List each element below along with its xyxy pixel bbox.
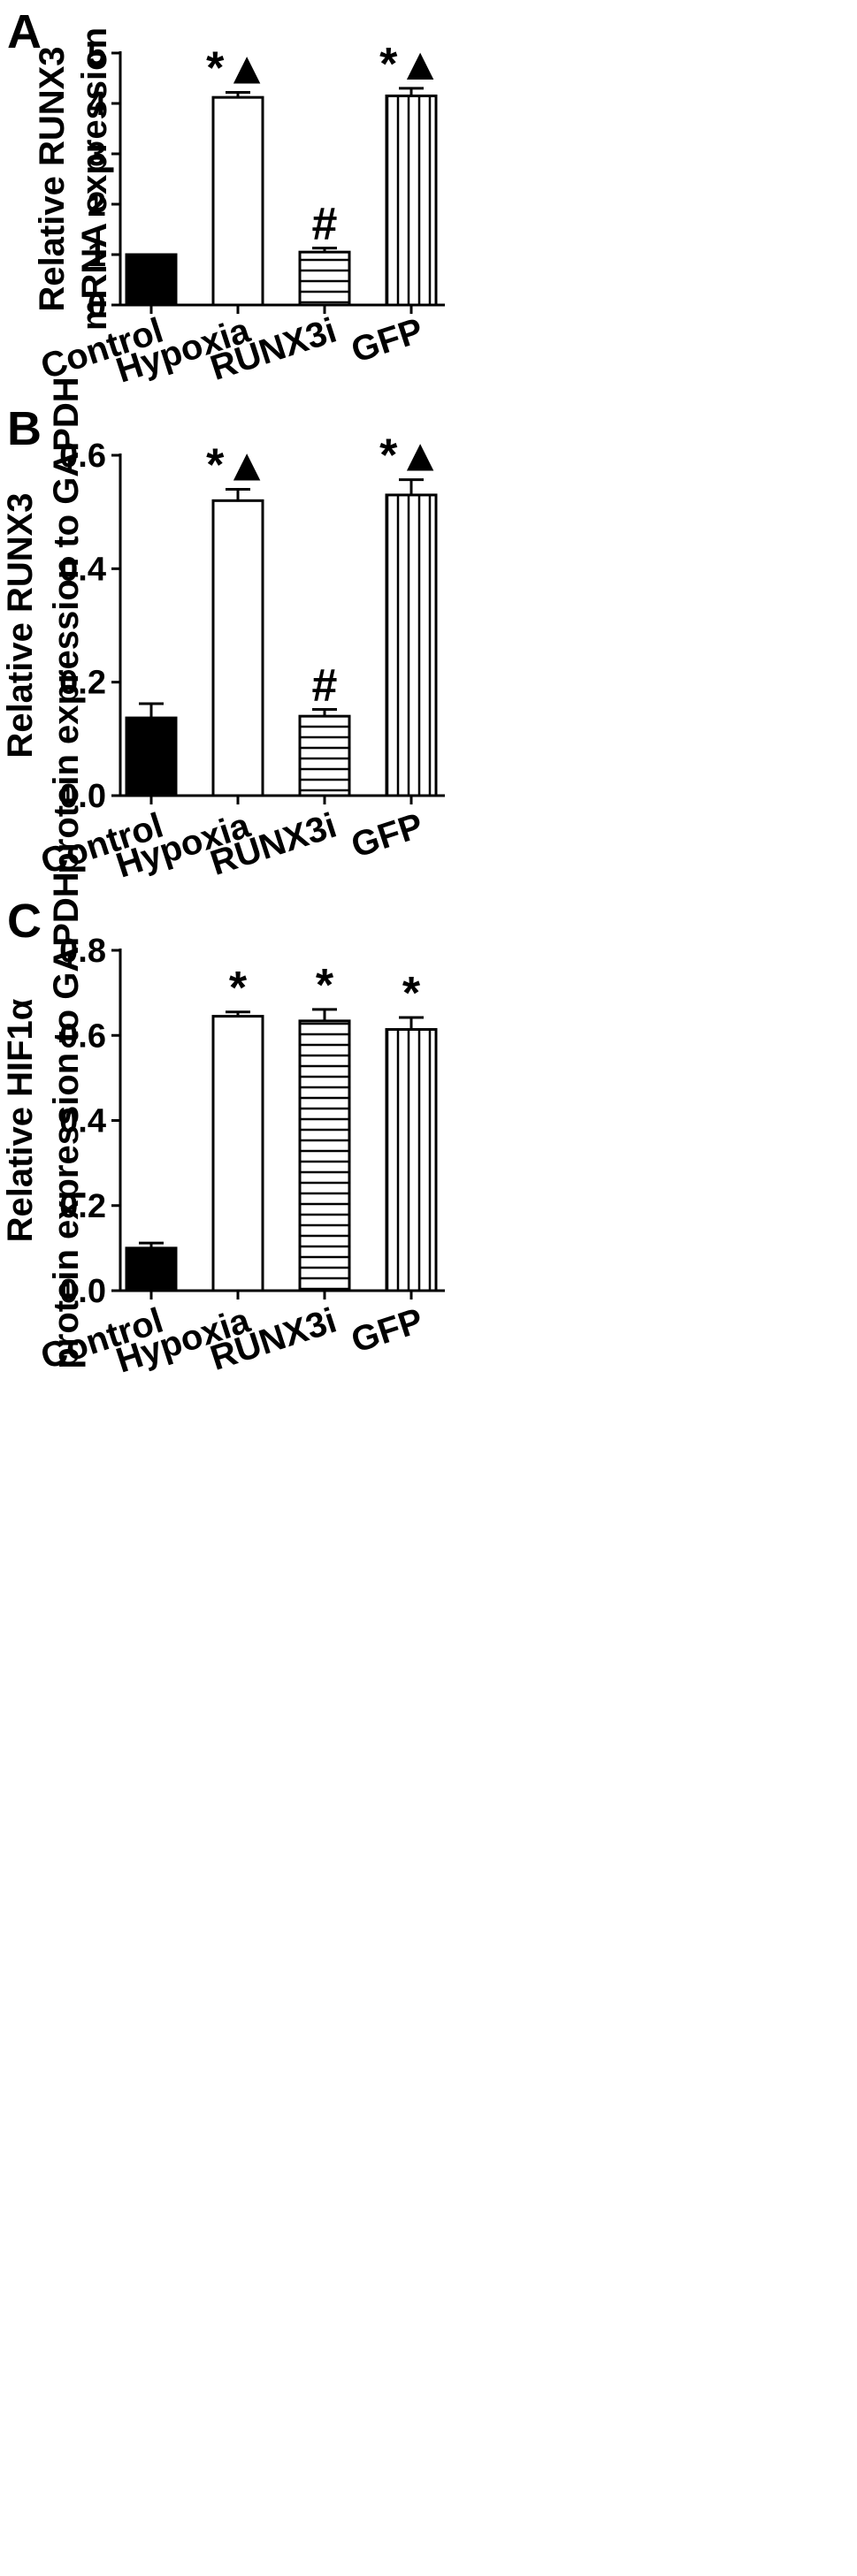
bar-gfp xyxy=(385,1028,438,1292)
x-category-label: GFP xyxy=(347,806,428,865)
bar-hypoxia xyxy=(211,95,264,307)
significance-annotation: *▲ xyxy=(379,431,443,482)
significance-annotation: *▲ xyxy=(206,42,270,94)
y-axis-title: Relative RUNX3 xyxy=(1,492,40,758)
panel-label: A xyxy=(7,5,42,58)
y-tick-label: 3 xyxy=(88,136,106,173)
x-category-label: GFP xyxy=(347,1301,428,1360)
bar-runx3i xyxy=(298,714,351,797)
significance-annotation: * xyxy=(402,968,421,1019)
bar-runx3i xyxy=(298,250,351,307)
bar-hypoxia xyxy=(211,499,264,797)
y-axis-title: Relative RUNX3 xyxy=(33,46,72,311)
y-axis-title: protein expression to GAPDH xyxy=(47,377,86,873)
bar-control xyxy=(125,1246,178,1292)
panel-label: C xyxy=(7,895,42,948)
y-tick-label: 0.0 xyxy=(59,778,106,815)
significance-annotation: # xyxy=(312,199,338,250)
y-axis-title: Relative HIF1α xyxy=(1,998,40,1242)
y-tick-label: 0.6 xyxy=(59,438,106,475)
y-tick-label: 0.2 xyxy=(59,1188,106,1225)
y-tick-label: 0.0 xyxy=(59,1273,106,1310)
significance-annotation: *▲ xyxy=(379,39,443,90)
x-category-label: GFP xyxy=(347,311,428,370)
y-tick-label: 2 xyxy=(88,187,106,224)
y-tick-label: 0.2 xyxy=(59,665,106,702)
y-tick-label: 5 xyxy=(88,35,106,72)
significance-annotation: *▲ xyxy=(206,440,270,492)
y-tick-label: 0.4 xyxy=(59,1103,106,1140)
panel-label: B xyxy=(7,402,42,455)
bar-runx3i xyxy=(298,1019,351,1292)
y-axis-title: protein expression to GAPDH xyxy=(47,872,86,1368)
y-axis-title: mRNA expression xyxy=(75,27,114,331)
significance-annotation: # xyxy=(312,659,338,711)
y-tick-label: 4 xyxy=(88,86,106,123)
bar-control xyxy=(125,716,178,797)
y-tick-label: 0 xyxy=(88,287,106,324)
y-tick-label: 0.8 xyxy=(59,933,106,970)
bar-control xyxy=(125,253,178,307)
bar-gfp xyxy=(385,493,438,797)
y-tick-label: 1 xyxy=(88,237,106,274)
bar-gfp xyxy=(385,94,438,307)
bar-hypoxia xyxy=(211,1015,264,1292)
significance-annotation: * xyxy=(316,960,334,1011)
y-tick-label: 0.6 xyxy=(59,1017,106,1055)
y-tick-label: 0.4 xyxy=(59,551,106,588)
significance-annotation: * xyxy=(229,963,248,1014)
